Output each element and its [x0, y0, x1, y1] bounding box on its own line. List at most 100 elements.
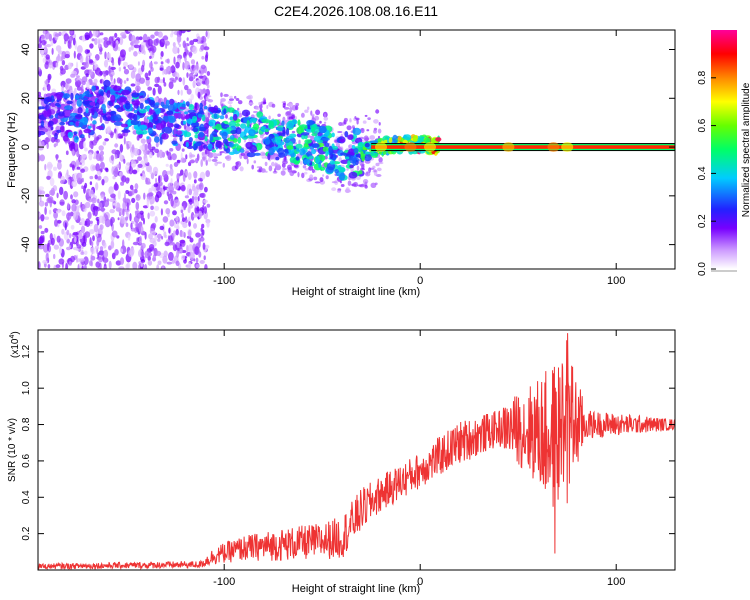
spectrogram-noise-mark: [44, 30, 50, 40]
spectrogram-noise-mark: [46, 175, 51, 180]
spectrogram-noise-mark: [282, 102, 286, 108]
spectrogram-noise-mark: [125, 216, 129, 221]
spectrogram-noise-mark: [119, 36, 124, 46]
spectrogram-noise-mark: [197, 195, 200, 202]
spectrogram-noise-mark: [362, 120, 367, 124]
spectrogram-noise-mark: [122, 132, 126, 137]
spectrogram-ridge-mark: [125, 102, 131, 110]
spectrogram-noise-mark: [195, 257, 199, 263]
spectrogram-noise-mark: [191, 195, 195, 204]
spectrogram-noise-mark: [45, 44, 52, 48]
spectrogram-noise-mark: [141, 64, 145, 72]
spectrogram-noise-mark: [331, 181, 338, 184]
spectrogram-noise-mark: [92, 235, 95, 242]
snr-x-label: Height of straight line (km): [292, 583, 420, 595]
spectrogram-ridge-mark: [84, 90, 90, 95]
spectrogram-noise-mark: [45, 54, 50, 60]
spectrogram-noise-mark: [164, 241, 170, 247]
spectrogram-ridge-mark: [397, 136, 402, 141]
spectrogram-noise-mark: [173, 230, 176, 237]
spectrogram-ridge-mark: [146, 136, 150, 140]
spectrogram-noise-mark: [81, 241, 87, 247]
spectrogram-noise-mark: [235, 161, 242, 167]
spectrogram-ridge-mark: [116, 107, 124, 113]
spectrogram-noise-mark: [169, 164, 173, 169]
spectrogram-ridge-mark: [187, 109, 196, 114]
spectrogram-noise-mark: [171, 30, 174, 36]
spectrogram-noise-mark: [188, 72, 194, 78]
spectrogram-noise-mark: [280, 170, 286, 176]
spectrogram-ridge-mark: [311, 143, 320, 149]
spectrogram-ridge-mark: [119, 96, 127, 103]
spectrogram-noise-mark: [128, 249, 134, 257]
spectrogram-noise-mark: [193, 74, 196, 79]
snr-y-tick-label: 0.4: [21, 490, 32, 504]
spectrogram-noise-mark: [79, 155, 86, 164]
spectrogram-noise-mark: [81, 185, 84, 189]
spectrogram-noise-mark: [274, 168, 277, 173]
spectrogram-noise-mark: [122, 208, 125, 217]
spectrogram-noise-mark: [110, 132, 114, 139]
spectrogram-ridge-mark: [56, 94, 61, 100]
spectrogram-ridge-mark: [325, 150, 329, 157]
spectrogram-noise-mark: [89, 43, 94, 49]
spectrogram-noise-mark: [46, 161, 53, 171]
spectrogram-noise-mark: [251, 164, 254, 170]
spectrogram-noise-mark: [364, 185, 368, 189]
spectrogram-noise-mark: [203, 154, 208, 157]
spectrogram-noise-mark: [98, 255, 103, 263]
spectrogram-ridge-mark: [184, 114, 190, 120]
spectrogram-noise-mark: [105, 127, 112, 134]
spectrogram-ridge-mark: [223, 138, 228, 144]
spectrogram-ridge-mark: [185, 141, 189, 148]
spectrogram-noise-mark: [56, 235, 61, 243]
spectrogram-noise-mark: [162, 216, 169, 223]
spectrogram-ridge-mark: [55, 102, 60, 107]
spectrogram-noise-mark: [106, 198, 110, 202]
spectrogram-noise-mark: [50, 187, 55, 196]
spectrogram-ridge-mark: [92, 120, 97, 125]
spectrogram-ridge-mark: [139, 102, 144, 110]
carrier-blob: [375, 142, 387, 153]
spectrogram-y-tick-label: 40: [20, 43, 32, 55]
spectrogram-noise-mark: [187, 244, 194, 254]
colorbar: 0.0 0.2 0.4 0.6 0.8 Normalized spectral ampl…: [697, 30, 750, 276]
spectrogram-noise-mark: [158, 149, 164, 159]
spectrogram-noise-mark: [256, 166, 262, 169]
spectrogram-noise-mark: [166, 261, 173, 265]
spectrogram-noise-mark: [137, 61, 140, 66]
spectrogram-noise-mark: [178, 43, 181, 48]
spectrogram-ridge-mark: [127, 112, 136, 119]
spectrogram-noise-mark: [118, 47, 121, 52]
spectrogram-noise-mark: [79, 258, 86, 262]
spectrogram-noise-mark: [100, 194, 105, 199]
spectrogram-noise-mark: [175, 61, 180, 69]
spectrogram-ridge-mark: [155, 123, 164, 131]
spectrogram-noise-mark: [200, 192, 206, 199]
spectrogram-noise-mark: [235, 98, 240, 101]
spectrogram-noise-mark: [160, 61, 164, 65]
spectrogram-ridge-mark: [202, 144, 208, 149]
spectrogram-noise-mark: [125, 263, 129, 269]
spectrogram-ridge-mark: [331, 132, 335, 138]
spectrogram-ridge-mark: [88, 96, 96, 101]
spectrogram-noise-mark: [163, 82, 167, 87]
spectrogram-ridge-mark: [188, 137, 193, 143]
spectrogram-ridge-mark: [308, 155, 314, 160]
spectrogram-noise-mark: [188, 229, 192, 237]
spectrogram-ridge-mark: [324, 142, 330, 148]
spectrogram-noise-mark: [50, 136, 56, 143]
spectrogram-noise-mark: [44, 227, 49, 233]
spectrogram-noise-mark: [137, 81, 141, 86]
spectrogram-y-label: Frequency (Hz): [6, 112, 18, 188]
spectrogram-noise-mark: [366, 129, 370, 132]
spectrogram-noise-mark: [72, 37, 76, 46]
spectrogram-noise-mark: [47, 196, 54, 203]
spectrogram-noise-mark: [367, 117, 371, 120]
spectrogram-x-tick-label: -100: [213, 275, 235, 287]
spectrogram-noise-mark: [70, 224, 75, 230]
spectrogram-noise-mark: [156, 264, 160, 269]
spectrogram-noise-mark: [92, 205, 99, 211]
spectrogram-ridge-mark: [254, 152, 261, 156]
